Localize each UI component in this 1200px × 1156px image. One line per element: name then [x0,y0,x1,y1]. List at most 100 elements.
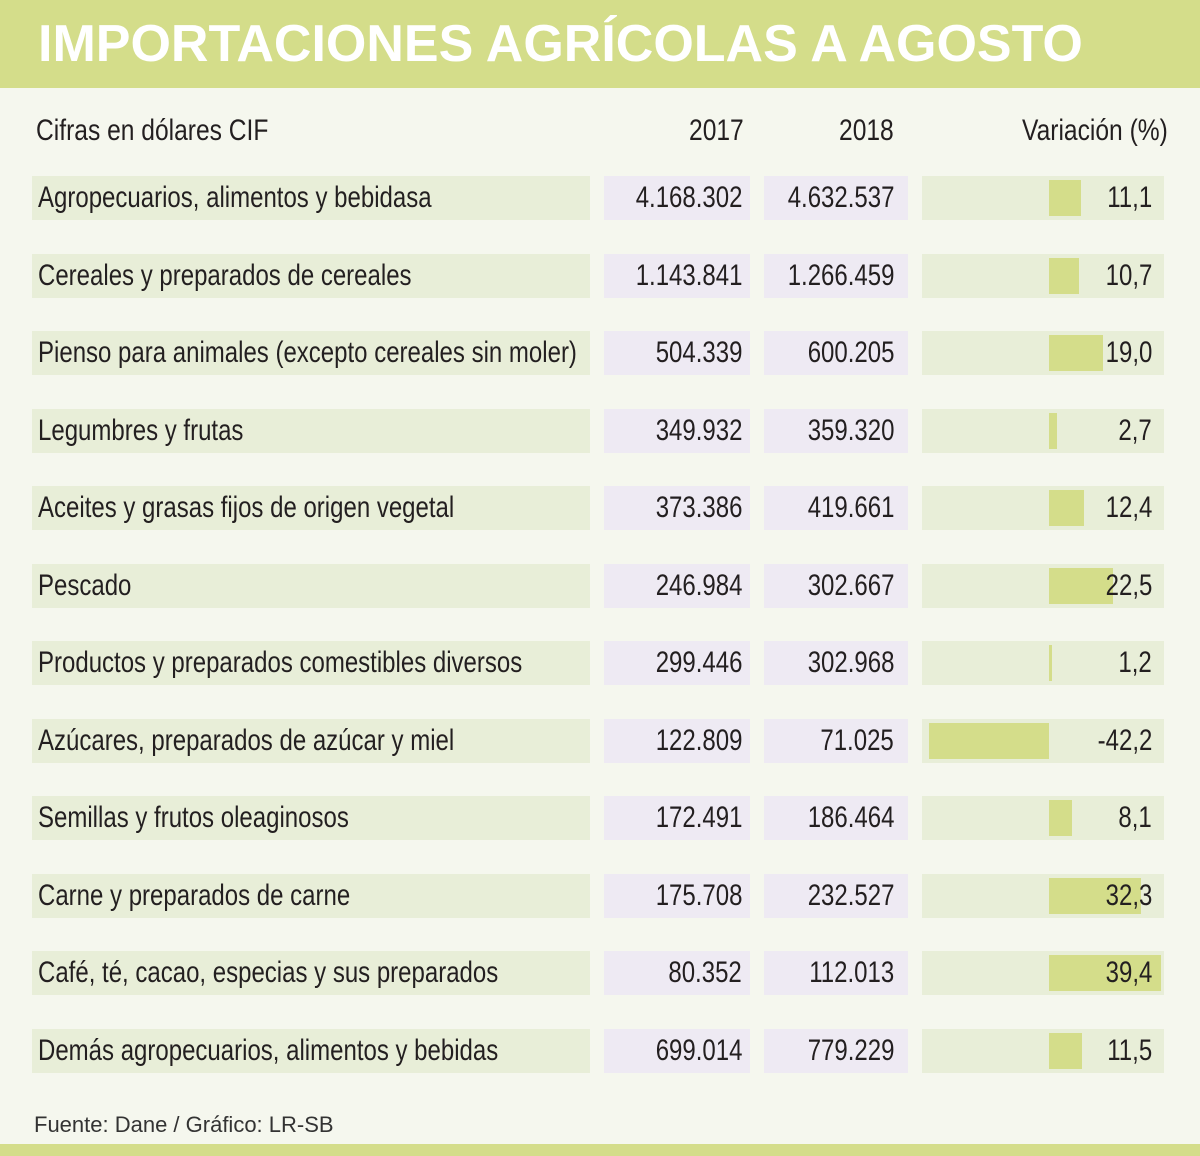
value-2018-cell-bg [764,176,908,220]
source-note: Fuente: Dane / Gráfico: LR-SB [34,1112,334,1137]
row-label: Semillas y frutos oleaginosos [38,801,349,834]
variation-bar [1049,567,1114,604]
variation-value: 19,0 [1105,336,1152,369]
row-label: Pienso para animales (excepto cereales s… [38,336,577,369]
value-2017: 299.446 [655,646,742,679]
label-cell-bg [32,253,590,298]
variation-bar [1049,800,1073,836]
table-row: Demás agropecuarios, alimentos y bebidas… [0,1028,1200,1073]
variation-bar [1049,257,1080,294]
value-2018-cell-bg [764,641,908,685]
value-2017: 373.386 [655,491,742,524]
value-2017: 122.809 [655,723,742,757]
value-2017-cell-bg [604,331,750,375]
value-2018: 779.229 [807,1033,894,1067]
value-2018-cell-bg [764,796,908,840]
variation-value: 8,1 [1118,801,1152,834]
row-label: Azúcares, preparados de azúcar y miel [38,723,455,757]
value-2018-cell-bg [764,253,908,298]
label-cell-bg [32,718,590,763]
value-2017-cell-bg [604,718,750,763]
value-2017: 504.339 [655,336,742,369]
label-cell-bg [32,796,590,840]
label-cell-bg [32,641,590,685]
table-row: Café, té, cacao, especias y sus preparad… [0,951,1200,995]
label-cell-bg [32,873,590,918]
header-2018: 2018 [839,114,894,147]
table-row: Semillas y frutos oleaginosos 172.491 186.… [0,796,1200,840]
value-2017-cell-bg [604,873,750,918]
value-2018-cell-bg [764,951,908,995]
row-label: Pescado [38,568,132,602]
variation-bar [1049,645,1053,681]
row-label: Legumbres y frutas [38,413,244,447]
row-label: Agropecuarios, alimentos y bebidasa [38,181,432,214]
header-2017: 2017 [689,114,744,147]
variation-cell-bg [922,796,1164,840]
value-2018-cell-bg [764,486,908,530]
value-2018-cell-bg [764,718,908,763]
variation-value: 11,1 [1107,181,1152,214]
value-2018: 600.205 [807,336,894,369]
label-cell-bg [32,1028,590,1073]
table-row: Agropecuarios, alimentos y bebidasa 4.168… [0,176,1200,220]
table-row: Pescado 246.984 302.667 22,5 [0,563,1200,608]
value-2018-cell-bg [764,331,908,375]
variation-cell-bg [922,563,1164,608]
variation-cell-bg [922,253,1164,298]
variation-cell-bg [922,1028,1164,1073]
variation-value: 1,2 [1118,646,1152,679]
table-row: Cereales y preparados de cereales 1.143.8… [0,253,1200,298]
value-2017: 80.352 [668,956,742,989]
value-2018: 4.632.537 [787,181,894,214]
variation-bar [1049,877,1142,914]
value-2017-cell-bg [604,176,750,220]
label-cell-bg [32,408,590,453]
value-2018-cell-bg [764,408,908,453]
label-cell-bg [32,951,590,995]
variation-cell-bg [922,641,1164,685]
value-2017: 349.932 [655,413,742,447]
variation-value: 2,7 [1118,413,1152,447]
table-row: Legumbres y frutas 349.932 359.320 2,7 [0,408,1200,453]
row-label: Cereales y preparados de cereales [38,258,412,292]
value-2017: 4.168.302 [635,181,742,214]
header-variation: Variación (%) [1022,114,1168,147]
label-cell-bg [32,176,590,220]
table-row: Azúcares, preparados de azúcar y miel 122… [0,718,1200,763]
label-cell-bg [32,486,590,530]
label-cell-bg [32,331,590,375]
header-label: Cifras en dólares CIF [36,114,269,147]
value-2018: 232.527 [807,878,894,912]
table-row: Aceites y grasas fijos de origen vegetal… [0,486,1200,530]
variation-bar [1049,955,1162,991]
row-label: Café, té, cacao, especias y sus preparad… [38,956,499,989]
variation-value: -42,2 [1097,723,1152,757]
value-2018-cell-bg [764,563,908,608]
variation-value: 32,3 [1105,878,1152,912]
value-2018: 1.266.459 [787,258,894,292]
variation-value: 22,5 [1105,568,1152,602]
value-2017: 699.014 [655,1033,742,1067]
chart-title: IMPORTACIONES AGRÍCOLAS A AGOSTO [38,15,1083,73]
variation-cell-bg [922,176,1164,220]
label-cell-bg [32,563,590,608]
value-2017-cell-bg [604,951,750,995]
variation-bar [1049,412,1057,449]
table-row: Pienso para animales (excepto cereales s… [0,331,1200,375]
value-2017-cell-bg [604,563,750,608]
row-label: Carne y preparados de carne [38,878,351,912]
variation-value: 39,4 [1105,956,1152,989]
title-bar: IMPORTACIONES AGRÍCOLAS A AGOSTO [0,0,1200,88]
variation-cell-bg [922,331,1164,375]
variation-bar [1049,335,1104,371]
value-2017: 1.143.841 [635,258,742,292]
value-2018: 359.320 [807,413,894,447]
value-2017-cell-bg [604,486,750,530]
value-2018: 302.667 [807,568,894,602]
variation-bar [1049,490,1085,526]
table-row: Carne y preparados de carne 175.708 232.52… [0,873,1200,918]
value-2017: 175.708 [655,878,742,912]
value-2018: 302.968 [807,646,894,679]
variation-bar [928,722,1049,759]
